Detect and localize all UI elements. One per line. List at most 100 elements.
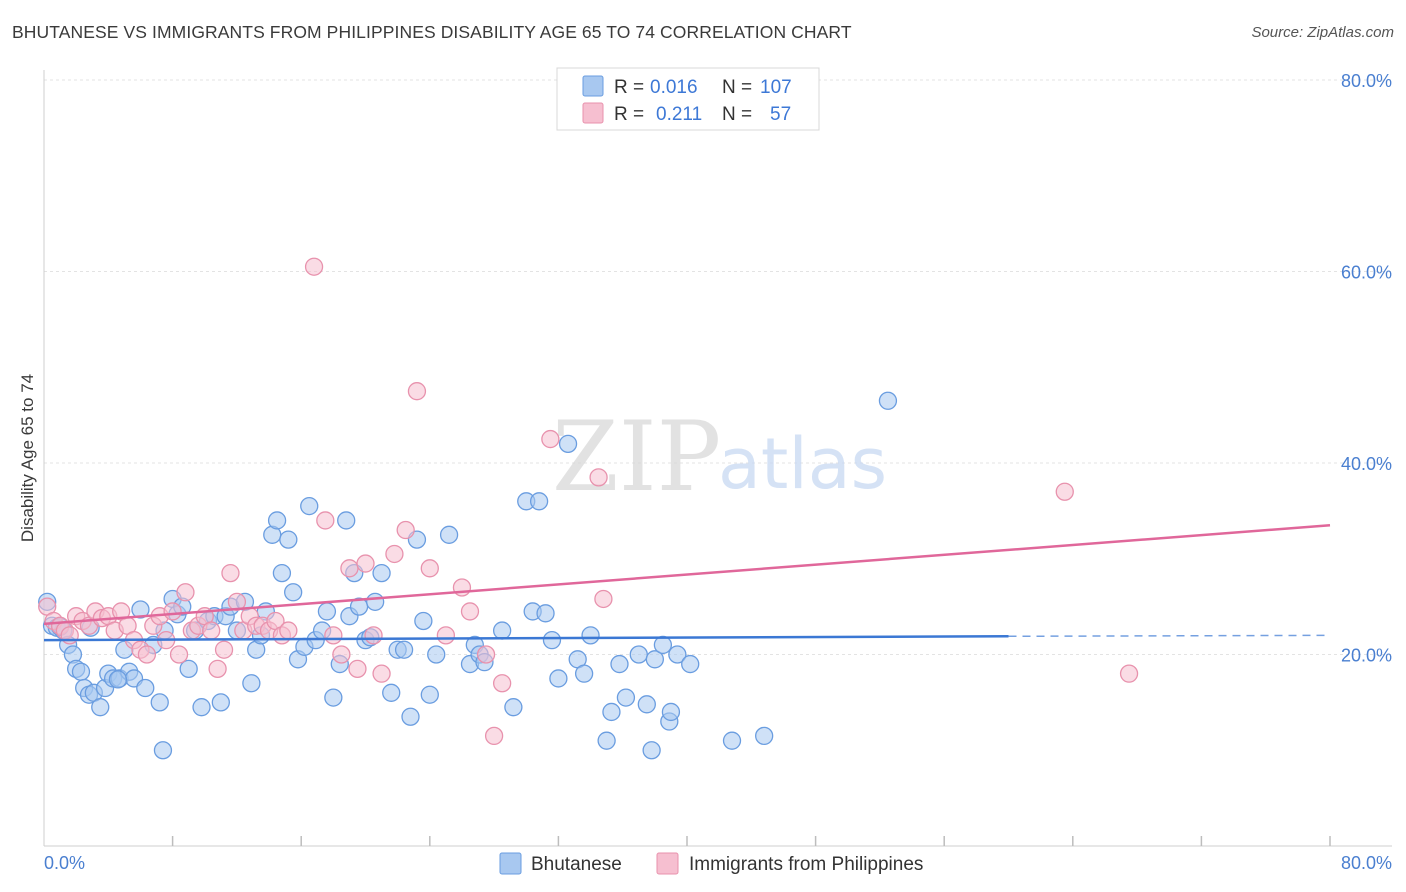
bhutanese-point	[420, 685, 439, 704]
bhutanese-point	[401, 707, 420, 726]
bhutanese-point	[645, 650, 664, 669]
bhutanese-point	[179, 659, 198, 679]
watermark-zip: ZIP	[552, 401, 721, 513]
bhutanese-point	[878, 391, 898, 410]
trend-line-extension-0	[1008, 634, 1331, 638]
philippines-point	[348, 659, 367, 679]
y-tick-label: 60.0%	[1341, 263, 1392, 283]
trend-lines	[43, 523, 1331, 642]
philippines-point	[208, 659, 227, 679]
philippines-point	[176, 583, 195, 602]
philippines-point	[541, 429, 560, 449]
philippines-point	[316, 511, 335, 530]
philippines-point	[1119, 664, 1139, 683]
legend-n-label-1: N =	[722, 77, 752, 98]
bhutanese-point	[661, 702, 681, 722]
bhutanese-point	[284, 583, 303, 602]
watermark: ZIP atlas	[552, 401, 887, 513]
philippines-point	[372, 664, 391, 683]
bhutanese-point	[681, 654, 700, 674]
bhutanese-point	[722, 731, 742, 750]
bhutanese-point	[558, 434, 578, 454]
philippines-point	[492, 674, 512, 693]
bhutanese-point	[536, 604, 555, 623]
y-tick-label: 20.0%	[1341, 646, 1392, 666]
bhutanese-point	[153, 741, 173, 760]
bhutanese-point	[91, 698, 110, 717]
bhutanese-point	[549, 669, 568, 688]
bhutanese-point	[668, 645, 687, 664]
bhutanese-point	[439, 525, 459, 544]
philippines-point	[332, 645, 351, 664]
bhutanese-point	[279, 530, 298, 549]
philippines-point	[202, 621, 221, 640]
bhutanese-point	[492, 621, 512, 640]
philippines-point	[340, 559, 359, 578]
philippines-point	[221, 563, 240, 583]
bhutanese-point	[317, 602, 337, 621]
philippines-point	[460, 602, 480, 621]
philippines-point	[227, 592, 247, 611]
philippines-point	[279, 621, 298, 640]
philippines-point	[304, 257, 324, 276]
philippines-point	[356, 554, 375, 573]
philippines-point	[214, 640, 234, 659]
y-tick-labels: 20.0% 40.0% 60.0% 80.0%	[1341, 71, 1392, 666]
gridlines	[44, 79, 1392, 655]
philippines-point	[396, 520, 415, 540]
x-tick-label-max: 80.0%	[1341, 853, 1392, 873]
bhutanese-point	[365, 592, 385, 611]
bhutanese-point	[616, 688, 636, 707]
bhutanese-point	[267, 511, 287, 530]
philippines-point	[1055, 482, 1074, 501]
bhutanese-point	[150, 693, 169, 712]
bhutanese-point	[637, 695, 656, 714]
bhutanese-point	[394, 640, 414, 659]
trend-line-1	[43, 523, 1331, 626]
bhutanese-point	[427, 645, 446, 664]
bhutanese-point	[581, 626, 600, 645]
bhutanese-point	[211, 693, 230, 712]
series-philippines-points	[38, 257, 1139, 746]
legend-n-value-2: 57	[770, 104, 791, 125]
philippines-point	[163, 602, 182, 621]
philippines-point	[589, 468, 608, 487]
watermark-atlas: atlas	[718, 423, 887, 505]
philippines-point	[169, 645, 189, 664]
bhutanese-point	[414, 611, 433, 631]
bhutanese-point	[300, 496, 319, 516]
chart-title: BHUTANESE VS IMMIGRANTS FROM PHILIPPINES…	[12, 22, 852, 42]
bottom-legend-swatch-philippines	[656, 852, 679, 875]
bhutanese-point	[272, 563, 292, 583]
series-legend: Bhutanese Immigrants from Philippines	[499, 852, 923, 875]
bhutanese-point	[504, 698, 523, 717]
philippines-point	[137, 645, 157, 664]
bhutanese-point	[629, 645, 648, 664]
legend-r-label-2: R =	[614, 104, 644, 125]
y-axis-label: Disability Age 65 to 74	[18, 374, 37, 542]
bhutanese-point	[529, 492, 549, 511]
bhutanese-point	[610, 654, 629, 674]
bhutanese-point	[372, 563, 391, 583]
x-tick-marks	[171, 836, 1331, 846]
y-tick-label: 80.0%	[1341, 71, 1392, 91]
legend-n-value-1: 107	[760, 77, 792, 98]
legend-swatch-bhutanese	[582, 75, 604, 97]
bhutanese-point	[242, 674, 261, 693]
philippines-point	[594, 589, 613, 609]
philippines-point	[364, 626, 383, 645]
philippines-point	[407, 382, 427, 401]
bhutanese-point	[71, 662, 91, 681]
y-tick-label: 40.0%	[1341, 454, 1392, 474]
bhutanese-point	[602, 702, 621, 722]
x-tick-label-min: 0.0%	[44, 853, 85, 873]
stats-legend: R = 0.016 N = 107 R = 0.211 N = 57	[556, 67, 820, 131]
bhutanese-point	[337, 511, 356, 530]
trend-line-0	[43, 635, 1009, 642]
philippines-point	[324, 626, 343, 645]
philippines-point	[476, 645, 496, 664]
bhutanese-point	[108, 670, 128, 689]
bhutanese-point	[324, 688, 343, 707]
bhutanese-point	[597, 731, 616, 750]
